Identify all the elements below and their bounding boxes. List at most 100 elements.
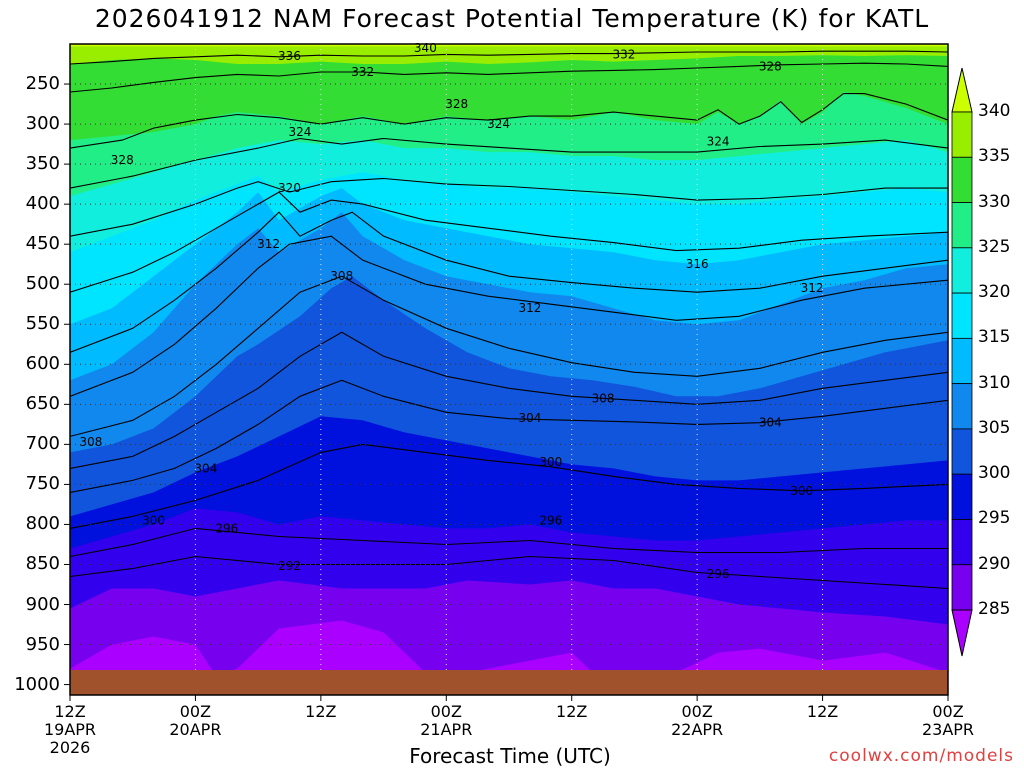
x-tick-label: 00Z 23APR: [921, 702, 975, 739]
contour-label: 332: [351, 65, 374, 79]
y-tick-label: 850: [25, 553, 60, 575]
contour-label: 316: [686, 257, 709, 271]
contour-label-text: 292: [278, 559, 301, 573]
contour-label-text: 296: [539, 513, 562, 527]
x-tick-label: 12Z 19APR 2026: [43, 702, 97, 757]
contour-label-text: 308: [79, 435, 102, 449]
contour-label: 296: [539, 513, 562, 527]
contour-label-text: 304: [194, 461, 217, 475]
contour-label-text: 328: [445, 97, 468, 111]
colorbar-segment: [951, 564, 973, 611]
y-tick-label: 950: [25, 633, 60, 655]
contour-lines: [70, 50, 948, 590]
y-tick-label: 250: [25, 73, 60, 95]
y-tick-label: 450: [25, 233, 60, 255]
colorbar-label: 290: [978, 553, 1011, 574]
credit-link[interactable]: coolwx.com/models: [828, 746, 1014, 766]
contour-label: 304: [194, 461, 217, 475]
colorbar-label: 300: [978, 463, 1011, 484]
contour-label: 296: [215, 521, 238, 535]
contour-304: [70, 379, 948, 493]
colorbar-segment: [951, 519, 973, 566]
contour-label-text: 312: [801, 281, 824, 295]
colorbar-segment: [951, 428, 973, 475]
colorbar-top-arrow: [951, 67, 973, 113]
contour-label: 300: [539, 455, 562, 469]
contour-label-text: 296: [215, 521, 238, 535]
x-tick-label: 00Z 22APR: [671, 702, 724, 739]
colorbar-label: 295: [978, 508, 1011, 529]
contour-label: 312: [257, 237, 280, 251]
colorbar-label: 325: [978, 236, 1011, 257]
contour-label: 328: [111, 153, 134, 167]
x-tick-label: 12Z: [556, 702, 588, 721]
contour-label: 328: [445, 97, 468, 111]
colorbar-segment: [951, 247, 973, 294]
contour-298: [70, 527, 948, 558]
colorbar-segment: [951, 337, 973, 385]
contour-label: 308: [79, 435, 102, 449]
contour-308: [70, 275, 948, 437]
contour-label: 328: [759, 59, 782, 73]
contour-332: [70, 62, 948, 93]
contour-label-text: 300: [790, 484, 813, 498]
contour-label-text: 328: [111, 153, 134, 167]
contour-label-text: 308: [592, 392, 615, 406]
contour-label: 308: [592, 392, 615, 406]
contour-label-text: 324: [288, 125, 311, 139]
contour-label: 304: [518, 411, 541, 425]
contour-label-text: 304: [518, 411, 541, 425]
colorbar-segment: [951, 292, 973, 339]
plot-frame: [69, 43, 949, 696]
contour-label: 340: [414, 41, 437, 55]
y-tick-label: 900: [25, 593, 60, 615]
contour-label-text: 304: [759, 416, 782, 430]
y-tick-label: 500: [25, 273, 60, 295]
colorbar-segment: [951, 202, 973, 249]
contour-label-text: 300: [539, 455, 562, 469]
contour-label-text: 332: [613, 47, 636, 61]
y-tick-label: 700: [25, 433, 60, 455]
contour-316: [70, 191, 948, 293]
contour-label-text: 336: [278, 49, 301, 63]
contour-label-text: 324: [487, 117, 510, 131]
x-tick-label: 12Z: [305, 702, 337, 721]
y-tick-label: 800: [25, 513, 60, 535]
y-tick-label: 600: [25, 353, 60, 375]
x-tick-label: 00Z 20APR: [169, 702, 222, 739]
contour-label: 324: [707, 135, 730, 149]
y-tick-label: 650: [25, 393, 60, 415]
contour-label: 332: [613, 47, 636, 61]
contour-label: 336: [278, 49, 301, 63]
contour-label: 296: [707, 567, 730, 581]
colorbar-label: 285: [978, 599, 1011, 619]
y-tick-label: 400: [25, 193, 60, 215]
colorbar-label: 330: [978, 191, 1011, 212]
colorbar-label: 340: [978, 101, 1011, 121]
contour-label-text: 300: [142, 513, 165, 527]
contour-labels: 340 336 332 332 328 328 328 324 324 324 320 316 312 3…: [79, 41, 824, 581]
contour-312: [70, 211, 948, 353]
contour-label: 300: [790, 484, 813, 498]
colorbar-label: 310: [978, 372, 1011, 393]
y-tick-label: 300: [25, 113, 60, 135]
contour-label-text: 328: [759, 59, 782, 73]
colorbar-segment: [951, 156, 973, 203]
colorbar-label: 315: [978, 327, 1011, 348]
contour-label-text: 332: [351, 65, 374, 79]
x-tick-label: 00Z 21APR: [420, 702, 473, 739]
contour-label: 292: [278, 559, 301, 573]
contour-296: [70, 555, 948, 590]
band-285: [70, 620, 940, 670]
contour-label: 324: [487, 117, 510, 131]
colorbar-segment: [951, 383, 973, 430]
contour-label-text: 296: [707, 567, 730, 581]
x-axis-title: Forecast Time (UTC): [409, 744, 611, 768]
contour-300: [70, 443, 948, 529]
x-tick-label: 12Z: [806, 702, 839, 721]
contour-label-text: 320: [278, 181, 301, 195]
y-tick-label: 550: [25, 313, 60, 335]
contour-label: 312: [518, 301, 541, 315]
axis-ticks: [64, 83, 949, 701]
contour-label-text: 324: [707, 135, 730, 149]
